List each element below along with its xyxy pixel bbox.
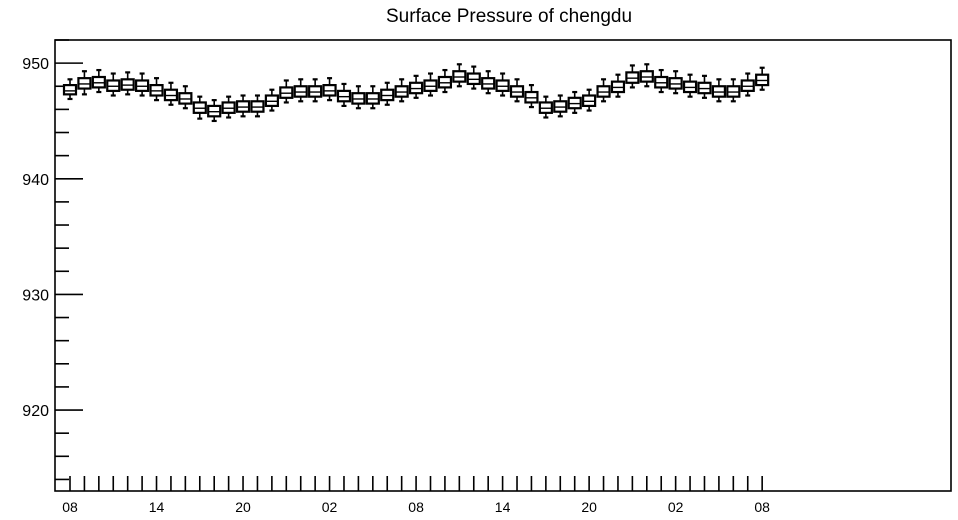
box-mark: [91, 68, 106, 94]
box-mark: [120, 71, 135, 96]
box-mark: [394, 78, 409, 103]
box-mark: [567, 90, 582, 114]
box-mark: [639, 63, 654, 88]
box-mark: [178, 85, 193, 110]
box-mark: [264, 88, 279, 112]
box-mark: [610, 73, 626, 98]
box-mark: [755, 66, 770, 91]
box-mark: [279, 79, 294, 104]
box-mark: [380, 81, 395, 106]
x-tick-label: 20: [581, 499, 597, 515]
box-mark: [668, 70, 683, 95]
box-mark: [293, 78, 308, 103]
x-tick-label: 08: [408, 499, 424, 515]
box-mark: [135, 72, 150, 97]
plot-frame: [54, 39, 952, 492]
box-mark: [466, 65, 481, 90]
chart-title: Surface Pressure of chengdu: [386, 6, 632, 27]
box-mark: [221, 95, 236, 119]
box-mark: [336, 82, 352, 108]
x-tick-label: 14: [149, 499, 165, 515]
x-tick-label: 08: [754, 499, 770, 515]
box-mark: [308, 78, 323, 103]
y-tick-label: 920: [22, 403, 49, 420]
y-axis: 920 930 940 950: [22, 39, 83, 481]
box-mark: [625, 64, 640, 89]
box-mark: [437, 68, 453, 94]
box-mark: [582, 88, 597, 112]
box-mark: [509, 78, 525, 103]
box-mark: [106, 72, 121, 97]
y-tick-label: 930: [22, 287, 49, 304]
box-mark: [697, 74, 712, 99]
box-mark: [452, 63, 467, 88]
box-mark: [192, 95, 207, 120]
box-mark: [250, 94, 265, 118]
x-tick-label: 08: [62, 499, 78, 515]
box-mark: [62, 78, 78, 101]
y-tick-label: 940: [22, 172, 49, 189]
box-mark: [163, 81, 179, 106]
box-mark: [596, 78, 611, 103]
box-mark: [740, 72, 755, 97]
box-mark: [322, 77, 337, 102]
box-mark: [77, 70, 92, 96]
x-tick-label: 02: [668, 499, 684, 515]
box-series: [62, 63, 770, 123]
box-mark: [538, 95, 553, 119]
y-tick-label: 950: [22, 56, 49, 73]
box-mark: [524, 83, 539, 109]
box-mark: [711, 78, 727, 103]
x-axis: 08 14 20 02 08 14 20 02 08: [62, 476, 770, 515]
box-mark: [682, 73, 698, 98]
box-mark: [149, 77, 164, 102]
box-mark: [423, 72, 438, 97]
box-mark: [408, 74, 424, 99]
box-mark: [365, 85, 380, 110]
x-tick-label: 02: [322, 499, 338, 515]
box-mark: [726, 78, 741, 103]
box-mark: [207, 99, 222, 123]
box-mark: [495, 72, 510, 97]
box-mark: [351, 85, 366, 110]
box-mark: [654, 68, 669, 94]
box-body: [62, 83, 78, 96]
box-mark: [235, 94, 251, 118]
x-tick-label: 20: [235, 499, 251, 515]
x-tick-label: 14: [495, 499, 511, 515]
box-mark: [481, 70, 496, 95]
box-mark: [553, 94, 568, 118]
